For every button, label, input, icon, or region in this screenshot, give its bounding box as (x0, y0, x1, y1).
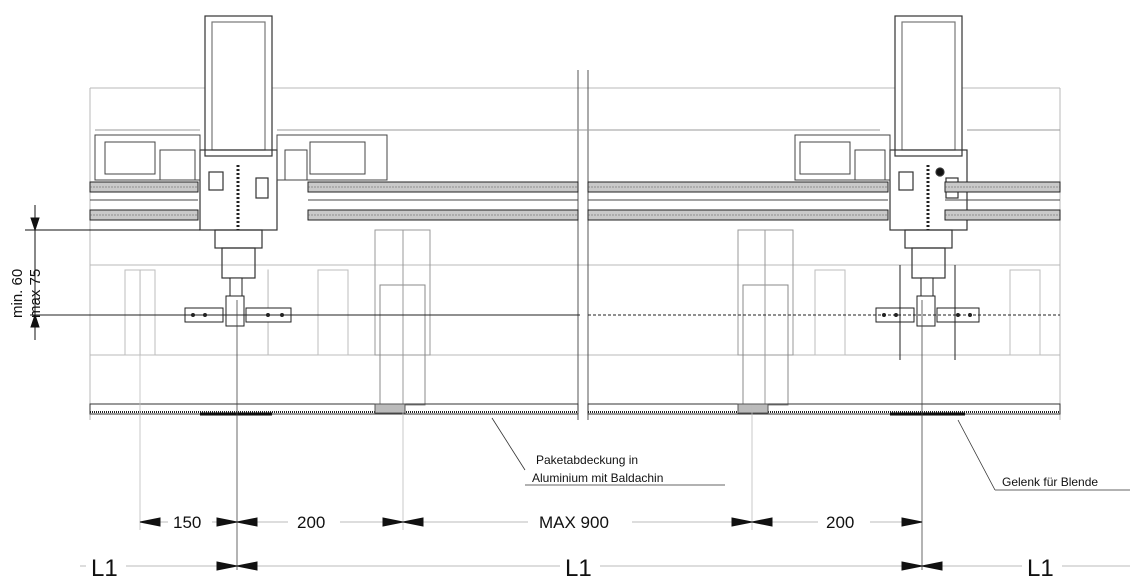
glazing-bands (89, 181, 1061, 221)
cover-rail (89, 403, 1061, 416)
level-l1-center: L1 (565, 555, 592, 579)
dimension-extension-lines (139, 300, 923, 570)
dim-200-left: 200 (297, 513, 325, 532)
level-l1-left: L1 (91, 555, 118, 579)
vdim-max: max 75 (27, 269, 44, 318)
frame-outlines (89, 70, 1061, 420)
bracket-left (184, 277, 292, 327)
dim-max-900: MAX 900 (539, 513, 609, 532)
leader-lines (491, 417, 1130, 491)
mullion-left (199, 15, 278, 279)
dim-150: 150 (173, 513, 201, 532)
paket-note-line2: Aluminium mit Baldachin (532, 471, 663, 485)
vdim-min: min. 60 (9, 269, 26, 318)
level-l1-right: L1 (1027, 555, 1054, 579)
dim-200-right: 200 (826, 513, 854, 532)
gelenk-note: Gelenk für Blende (1002, 475, 1098, 489)
dimension-row-2 (80, 561, 1130, 571)
sash-profiles (94, 129, 1060, 181)
vertical-dimension (25, 205, 200, 340)
paket-note-line1: Paketabdeckung in (536, 453, 638, 467)
